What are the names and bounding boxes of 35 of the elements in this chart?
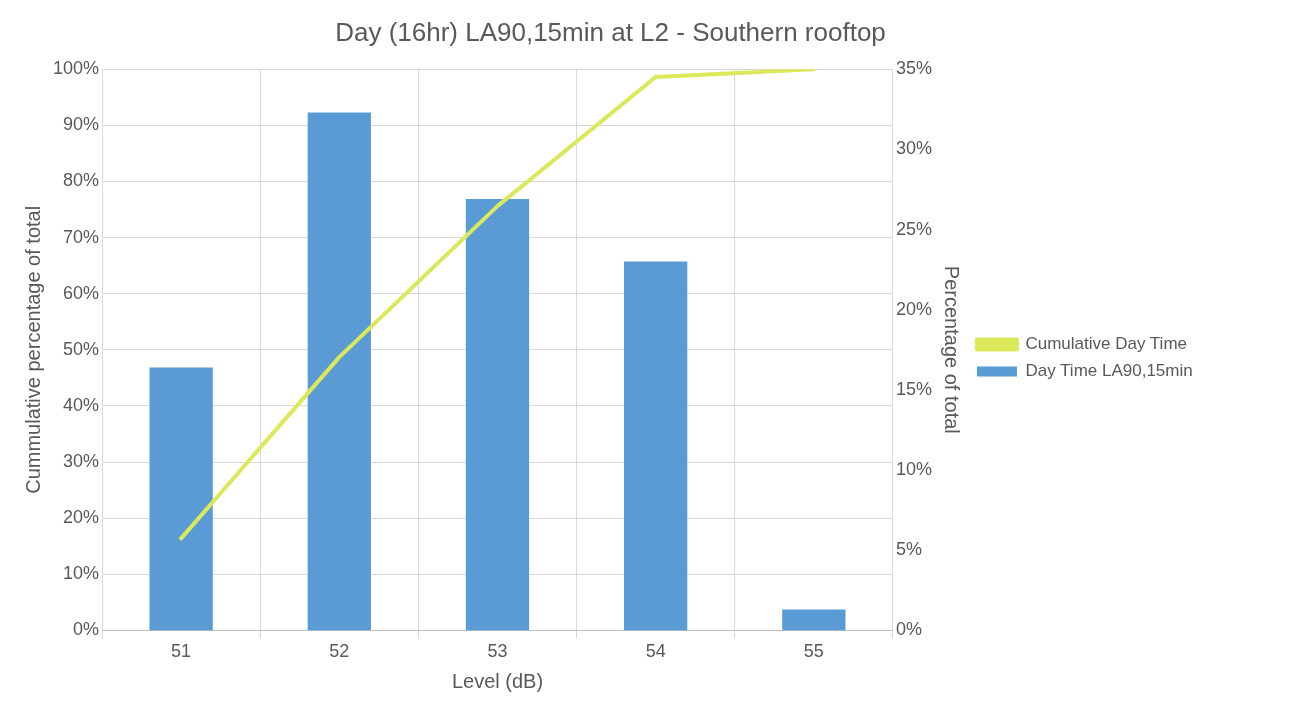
y-tick-label: 90% [63, 114, 100, 135]
x-tick-label: 51 [171, 641, 192, 662]
y-axis-title: Cummulative percentage of total [21, 205, 44, 494]
y-tick-label: 20% [63, 507, 100, 528]
legend-label: Cumulative Day Time [1025, 334, 1188, 354]
x-tick-label: 52 [329, 641, 350, 662]
bar [149, 367, 213, 631]
bar [465, 199, 530, 631]
y2-tick-label: 25% [895, 218, 932, 239]
y2-tick-label: 20% [895, 298, 932, 319]
bar [782, 609, 846, 631]
y-tick-label: 100% [52, 58, 100, 79]
y-tick-label: 40% [63, 394, 100, 415]
y-tick-label: 60% [63, 282, 100, 303]
x-tick-label: 53 [487, 641, 508, 662]
y-tick-label: 30% [63, 451, 100, 472]
y-tick-label: 0% [73, 619, 100, 640]
x-tick-label: 55 [803, 641, 824, 662]
y2-tick-label: 5% [895, 539, 922, 560]
y2-tick-label: 0% [895, 619, 922, 640]
legend-label: Day Time LA90,15min [1025, 361, 1193, 381]
chart-title: Day (16hr) LA90,15min at L2 - Southern rooftop [335, 16, 886, 47]
x-tick-label: 54 [645, 641, 666, 662]
y-tick-label: 70% [63, 226, 100, 247]
y-tick-label: 10% [63, 563, 100, 584]
y-tick-label: 50% [63, 338, 100, 359]
bar [307, 112, 371, 631]
x-axis-title: Level (dB) [451, 669, 544, 692]
y2-tick-label: 35% [895, 58, 932, 79]
y2-tick-label: 15% [895, 378, 932, 399]
y-tick-label: 80% [63, 170, 100, 191]
y2-tick-label: 10% [895, 459, 932, 480]
y2-axis-title: Percentage of total [941, 265, 964, 434]
y2-tick-label: 30% [895, 138, 932, 159]
bar [624, 261, 688, 631]
